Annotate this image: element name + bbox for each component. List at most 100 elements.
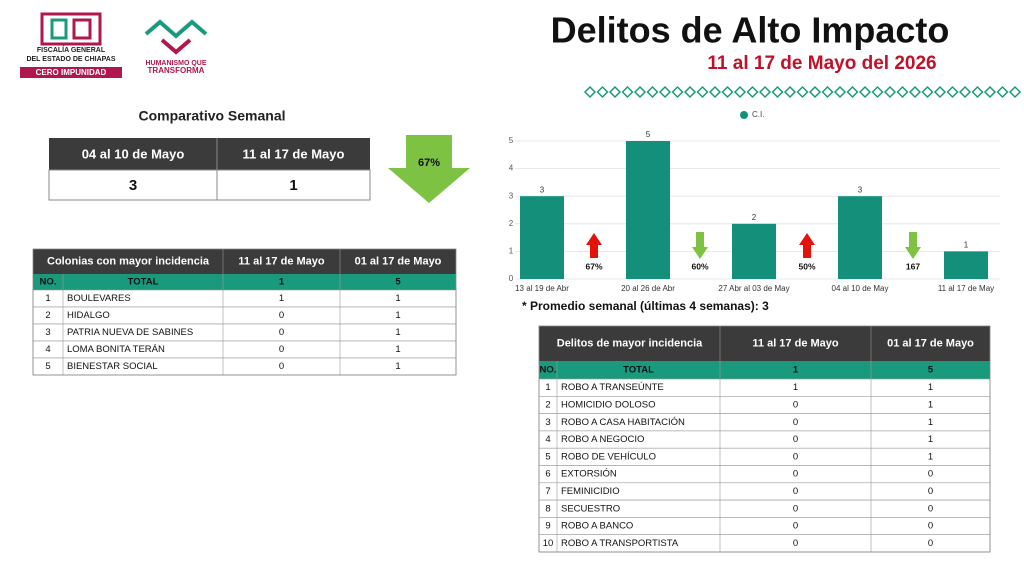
diamond <box>633 85 647 99</box>
table-cell: 0 <box>793 417 798 428</box>
table-cell: 0 <box>928 486 933 497</box>
x-tick-label: 13 al 19 de Abr <box>515 284 569 293</box>
diamond <box>746 85 759 99</box>
logo-fiscalia <box>20 12 122 78</box>
bar <box>626 141 670 279</box>
y-tick-label: 3 <box>509 191 514 200</box>
table-header: 04 al 10 de Mayo <box>82 146 185 161</box>
table-cell: 1 <box>45 293 50 304</box>
table-header: Colonias con mayor incidencia <box>47 255 210 267</box>
table-cell: 0 <box>793 451 798 462</box>
table-cell: 0 <box>928 521 933 532</box>
legend-swatch <box>740 111 748 119</box>
bar <box>520 196 564 279</box>
diamond <box>946 85 959 99</box>
title: Delitos de Alto Impacto <box>551 10 950 51</box>
table-cell: 1 <box>279 293 284 304</box>
y-tick-label: 1 <box>509 247 514 256</box>
y-tick-label: 5 <box>509 136 514 145</box>
diamond <box>658 85 672 99</box>
bar-value-label: 5 <box>646 130 651 139</box>
diamond <box>883 85 897 99</box>
table-cell: 1 <box>928 434 933 445</box>
diamond <box>996 85 1009 99</box>
table-cell: PATRIA NUEVA DE SABINES <box>67 327 193 338</box>
diamond <box>646 85 659 99</box>
trend-label: 167 <box>906 261 920 271</box>
table-cell: ROBO A TRANSEÚNTE <box>561 382 664 393</box>
diamond <box>721 85 734 99</box>
table-cell: BIENESTAR SOCIAL <box>67 361 158 372</box>
table-cell: 3 <box>545 417 550 428</box>
table-header: 11 al 17 de Mayo <box>752 337 838 349</box>
table-cell: 1 <box>395 361 400 372</box>
diamond <box>908 85 922 99</box>
bar <box>944 251 988 279</box>
table-cell: 0 <box>279 344 284 355</box>
change-label: 67% <box>418 157 440 169</box>
table-cell: 6 <box>545 469 550 480</box>
table-cell: LOMA BONITA TERÁN <box>67 344 165 355</box>
motto: CERO IMPUNIDAD <box>36 68 107 77</box>
table-cell: 5 <box>395 277 401 288</box>
table-border <box>538 325 991 553</box>
table-cell: 5 <box>45 361 50 372</box>
table-cell: 1 <box>928 451 933 462</box>
diamond <box>708 85 722 99</box>
table-cell: 7 <box>545 486 550 497</box>
table-cell: 0 <box>928 469 933 480</box>
bar-value-label: 3 <box>858 185 863 194</box>
diamond <box>896 85 909 99</box>
table-cell: EXTORSIÓN <box>561 469 617 480</box>
diamond <box>771 85 784 99</box>
table-cell: 0 <box>793 469 798 480</box>
table-cell: FEMINICIDIO <box>561 486 620 497</box>
x-tick-label: 20 al 26 de Abr <box>621 284 675 293</box>
table-cell: 0 <box>279 327 284 338</box>
diamond <box>671 85 684 99</box>
table-cell: BOULEVARES <box>67 293 131 304</box>
table-cell: 0 <box>928 538 933 549</box>
table-cell: 1 <box>395 327 400 338</box>
diamond <box>758 85 772 99</box>
table-cell: 0 <box>928 503 933 514</box>
diamond <box>821 85 834 99</box>
table-cell: 5 <box>928 365 934 376</box>
diamond <box>871 85 884 99</box>
table-cell: NO. <box>540 365 557 376</box>
diamond <box>933 85 947 99</box>
x-tick-label: 11 al 17 de May <box>938 284 994 293</box>
slogan-line: TRANSFORMA <box>148 66 205 75</box>
subtitle: 11 al 17 de Mayo del 2026 <box>707 53 936 74</box>
table-cell: HIDALGO <box>67 310 110 321</box>
bar <box>838 196 882 279</box>
bar-value-label: 1 <box>964 241 969 250</box>
total-row-bg <box>539 361 990 379</box>
table-row-bg <box>48 169 371 201</box>
diamond <box>1008 85 1022 99</box>
table-cell: ROBO A NEGOCIO <box>561 434 644 445</box>
table-cell: 3 <box>45 327 50 338</box>
trend-label: 50% <box>798 261 815 271</box>
table-cell: 1 <box>793 382 798 393</box>
table-header-bg <box>539 326 990 361</box>
table-cell: 0 <box>793 434 798 445</box>
table-cell: 0 <box>279 361 284 372</box>
diamond <box>696 85 709 99</box>
table-cell: NO. <box>40 277 57 288</box>
logo-humanismo <box>144 19 208 55</box>
table-cell: ROBO DE VEHÍCULO <box>561 451 656 462</box>
table-cell: 1 <box>279 277 285 288</box>
diamond <box>783 85 797 99</box>
diamond <box>833 85 847 99</box>
table-header-bg <box>49 138 370 170</box>
table-border <box>32 248 457 376</box>
trend-arrow <box>692 232 708 259</box>
table-cell: 0 <box>279 310 284 321</box>
trend-arrow <box>905 232 921 259</box>
x-tick-label: 27 Abr al 03 de May <box>718 284 789 293</box>
diamond <box>971 85 984 99</box>
table-cell: HOMICIDIO DOLOSO <box>561 399 655 410</box>
y-tick-label: 2 <box>509 219 514 228</box>
table-cell: 0 <box>793 521 798 532</box>
